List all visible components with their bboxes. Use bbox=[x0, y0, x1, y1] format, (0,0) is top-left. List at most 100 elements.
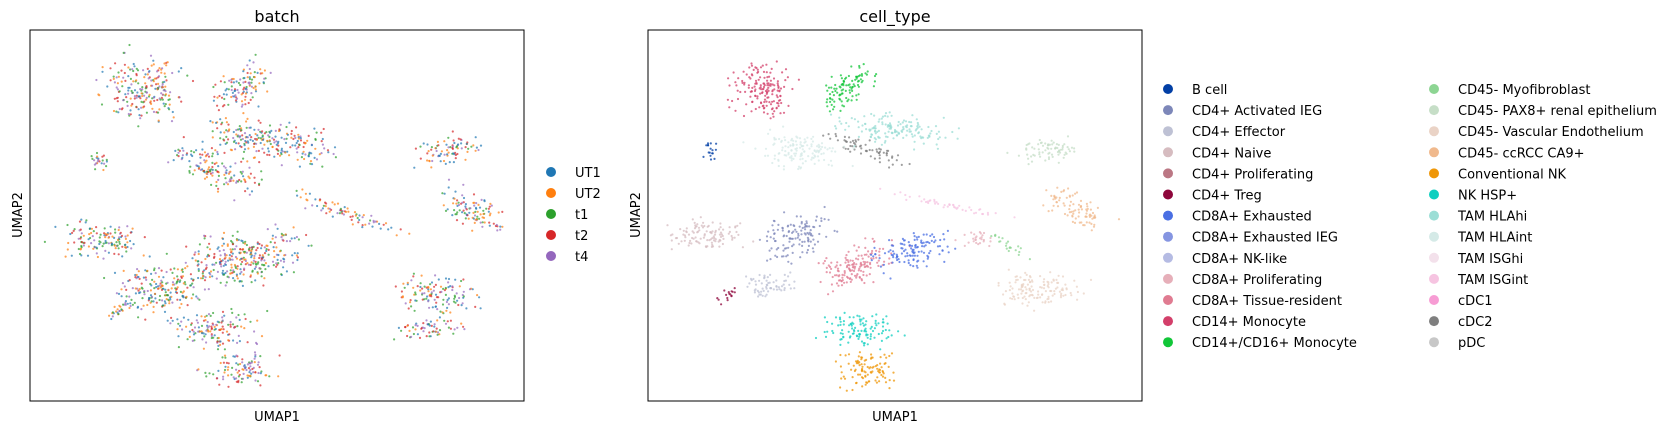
scatter-point bbox=[831, 275, 834, 279]
scatter-point bbox=[133, 89, 137, 92]
scatter-point bbox=[755, 66, 758, 70]
legend-marker bbox=[1429, 252, 1439, 263]
scatter-point bbox=[884, 112, 888, 115]
scatter-point bbox=[1047, 147, 1050, 150]
scatter-point bbox=[171, 71, 174, 75]
scatter-point bbox=[1057, 274, 1060, 277]
scatter-point bbox=[271, 260, 275, 263]
scatter-point bbox=[456, 299, 459, 302]
scatter-point bbox=[214, 83, 217, 86]
scatter-point bbox=[873, 327, 877, 330]
scatter-point bbox=[194, 251, 197, 254]
scatter-point bbox=[203, 288, 206, 291]
scatter-point bbox=[231, 311, 234, 314]
scatter-point bbox=[1024, 271, 1027, 274]
scatter-point bbox=[229, 325, 232, 328]
scatter-point bbox=[935, 132, 938, 135]
scatter-point bbox=[835, 264, 838, 267]
scatter-point bbox=[885, 337, 888, 340]
scatter-point bbox=[884, 132, 887, 135]
scatter-point bbox=[233, 199, 236, 202]
scatter-point bbox=[212, 311, 215, 315]
scatter-point bbox=[923, 245, 926, 248]
scatter-point bbox=[304, 192, 307, 195]
scatter-point bbox=[958, 204, 961, 207]
legend-marker bbox=[546, 188, 556, 198]
scatter-point bbox=[784, 145, 787, 148]
scatter-point bbox=[1051, 209, 1054, 212]
scatter-point bbox=[110, 317, 113, 321]
scatter-point bbox=[462, 290, 465, 293]
scatter-point bbox=[754, 94, 757, 97]
scatter-point bbox=[811, 152, 814, 155]
scatter-point bbox=[132, 243, 135, 246]
scatter-point bbox=[274, 129, 277, 132]
scatter-point bbox=[223, 173, 226, 176]
scatter-point bbox=[467, 147, 470, 150]
legend-label: B cell bbox=[1192, 83, 1227, 98]
scatter-point bbox=[120, 234, 124, 237]
scatter-point bbox=[781, 71, 784, 74]
scatter-point bbox=[95, 162, 98, 165]
scatter-point bbox=[161, 98, 164, 101]
scatter-point bbox=[785, 247, 788, 250]
scatter-point bbox=[756, 97, 759, 100]
scatter-point bbox=[235, 80, 238, 83]
scatter-point bbox=[290, 136, 293, 139]
scatter-point bbox=[197, 269, 200, 272]
scatter-point bbox=[224, 260, 227, 263]
scatter-point bbox=[785, 154, 788, 157]
scatter-point bbox=[189, 165, 192, 168]
scatter-point bbox=[138, 277, 141, 280]
scatter-point bbox=[1059, 296, 1063, 299]
scatter-point bbox=[781, 149, 784, 152]
scatter-point bbox=[1076, 290, 1079, 294]
scatter-point bbox=[244, 317, 247, 321]
scatter-point bbox=[256, 242, 259, 245]
scatter-point bbox=[237, 375, 240, 378]
scatter-point bbox=[914, 129, 917, 132]
scatter-point bbox=[496, 229, 499, 232]
scatter-point bbox=[384, 222, 388, 225]
scatter-point bbox=[813, 162, 816, 165]
scatter-point bbox=[230, 266, 233, 269]
scatter-point bbox=[842, 88, 845, 91]
scatter-point bbox=[235, 377, 238, 380]
scatter-point bbox=[813, 149, 816, 152]
scatter-point bbox=[142, 69, 145, 72]
scatter-point bbox=[487, 207, 490, 210]
scatter-point bbox=[756, 95, 759, 98]
scatter-point bbox=[271, 234, 274, 237]
scatter-point bbox=[784, 150, 787, 153]
scatter-point bbox=[236, 265, 239, 268]
scatter-point bbox=[754, 283, 758, 286]
scatter-point bbox=[858, 267, 861, 270]
scatter-point bbox=[787, 153, 790, 156]
scatter-point bbox=[248, 166, 251, 169]
scatter-point bbox=[225, 361, 228, 364]
scatter-point bbox=[188, 169, 191, 173]
scatter-point bbox=[139, 97, 142, 100]
scatter-point bbox=[412, 272, 415, 275]
scatter-point bbox=[768, 281, 771, 284]
scatter-point bbox=[449, 327, 452, 330]
scatter-point bbox=[442, 159, 446, 163]
scatter-point bbox=[315, 158, 319, 161]
legend-marker bbox=[1163, 273, 1173, 284]
scatter-point bbox=[466, 150, 469, 153]
scatter-point bbox=[1043, 283, 1046, 286]
scatter-point bbox=[475, 218, 478, 221]
scatter-point bbox=[1003, 303, 1007, 306]
scatter-point bbox=[926, 136, 929, 139]
scatter-point bbox=[241, 377, 245, 380]
scatter-point bbox=[766, 88, 769, 91]
scatter-point bbox=[929, 249, 932, 253]
scatter-point bbox=[905, 134, 908, 137]
scatter-point bbox=[891, 261, 894, 264]
scatter-point bbox=[157, 275, 161, 278]
scatter-point bbox=[1037, 148, 1040, 151]
scatter-point bbox=[745, 103, 748, 106]
scatter-point bbox=[280, 136, 283, 139]
scatter-point bbox=[973, 212, 976, 215]
scatter-point bbox=[888, 239, 891, 242]
